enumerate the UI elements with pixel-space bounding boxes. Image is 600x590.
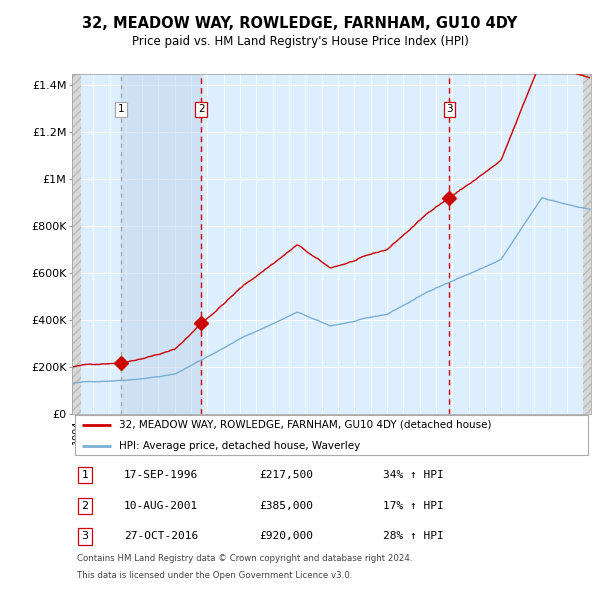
- Text: £217,500: £217,500: [259, 470, 313, 480]
- Bar: [121, 74, 201, 414]
- Text: This data is licensed under the Open Government Licence v3.0.: This data is licensed under the Open Gov…: [77, 571, 353, 580]
- Text: 1: 1: [82, 470, 88, 480]
- Text: 17-SEP-1996: 17-SEP-1996: [124, 470, 198, 480]
- Text: Contains HM Land Registry data © Crown copyright and database right 2024.: Contains HM Land Registry data © Crown c…: [77, 554, 413, 563]
- Text: 10-AUG-2001: 10-AUG-2001: [124, 501, 198, 511]
- Text: 27-OCT-2016: 27-OCT-2016: [124, 532, 198, 542]
- Text: 28% ↑ HPI: 28% ↑ HPI: [383, 532, 444, 542]
- FancyBboxPatch shape: [74, 415, 589, 455]
- Bar: [72, 74, 81, 414]
- Text: 3: 3: [446, 104, 453, 114]
- Text: 2: 2: [82, 501, 89, 511]
- Text: 2: 2: [198, 104, 205, 114]
- Text: £385,000: £385,000: [259, 501, 313, 511]
- Bar: [583, 74, 599, 414]
- Text: HPI: Average price, detached house, Waverley: HPI: Average price, detached house, Wave…: [119, 441, 360, 451]
- Text: 1: 1: [118, 104, 124, 114]
- Text: 32, MEADOW WAY, ROWLEDGE, FARNHAM, GU10 4DY: 32, MEADOW WAY, ROWLEDGE, FARNHAM, GU10 …: [82, 16, 518, 31]
- Text: 17% ↑ HPI: 17% ↑ HPI: [383, 501, 444, 511]
- Text: £920,000: £920,000: [259, 532, 313, 542]
- Text: 3: 3: [82, 532, 88, 542]
- Text: Price paid vs. HM Land Registry's House Price Index (HPI): Price paid vs. HM Land Registry's House …: [131, 35, 469, 48]
- Text: 32, MEADOW WAY, ROWLEDGE, FARNHAM, GU10 4DY (detached house): 32, MEADOW WAY, ROWLEDGE, FARNHAM, GU10 …: [119, 419, 491, 430]
- Text: 34% ↑ HPI: 34% ↑ HPI: [383, 470, 444, 480]
